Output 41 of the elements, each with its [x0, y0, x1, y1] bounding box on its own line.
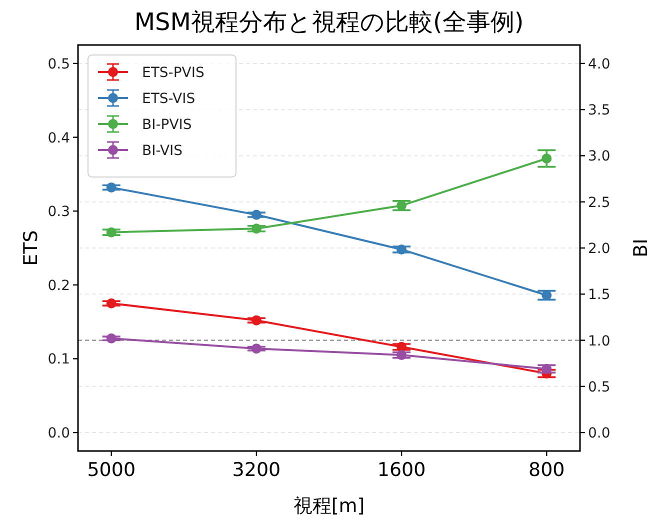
point: [396, 244, 407, 254]
y-tick-label: 0.3: [48, 204, 70, 220]
y2-tick-label: 2.0: [588, 241, 610, 257]
x-tick-label: 800: [528, 459, 565, 481]
y2-tick-label: 0.5: [588, 379, 610, 396]
x-tick-label: 1600: [377, 459, 426, 481]
point: [106, 227, 116, 238]
legend-label: ETS-PVIS: [142, 65, 204, 81]
legend-label: BI-VIS: [142, 143, 183, 159]
point: [106, 333, 116, 344]
point: [542, 364, 552, 374]
x-tick-label: 5000: [87, 459, 136, 481]
legend-label: BI-PVIS: [142, 117, 192, 133]
point: [542, 290, 552, 300]
y2-tick-label: 1.5: [588, 287, 610, 304]
y2-tick-label: 1.0: [588, 333, 610, 350]
y2-tick-label: 4.0: [588, 56, 610, 72]
point: [396, 200, 407, 211]
x-axis-title: 視程[m]: [293, 495, 365, 517]
point: [396, 342, 407, 352]
y2-tick-label: 3.5: [588, 102, 610, 119]
y-tick-label: 0.5: [48, 56, 70, 72]
x-tick-label: 3200: [232, 459, 281, 481]
point: [251, 344, 262, 354]
y2-tick-label: 2.5: [588, 194, 610, 211]
y-tick-label: 0.4: [48, 130, 70, 146]
y-axis-title: ETS: [20, 230, 42, 266]
y-tick-label: 0.2: [48, 278, 70, 294]
y-tick-label: 0.1: [48, 352, 70, 368]
point: [396, 350, 407, 360]
point: [251, 315, 262, 326]
point: [106, 182, 116, 192]
y2-tick-label: 3.0: [588, 148, 610, 165]
y2-axis-title: BI: [630, 238, 652, 258]
chart-title: MSM視程分布と視程の比較(全事例): [134, 8, 524, 36]
point: [106, 298, 116, 308]
legend-label: ETS-VIS: [142, 91, 196, 107]
y-tick-label: 0.0: [48, 426, 70, 442]
y2-tick-label: 0.0: [588, 426, 610, 442]
point: [251, 210, 262, 220]
point: [251, 224, 262, 234]
